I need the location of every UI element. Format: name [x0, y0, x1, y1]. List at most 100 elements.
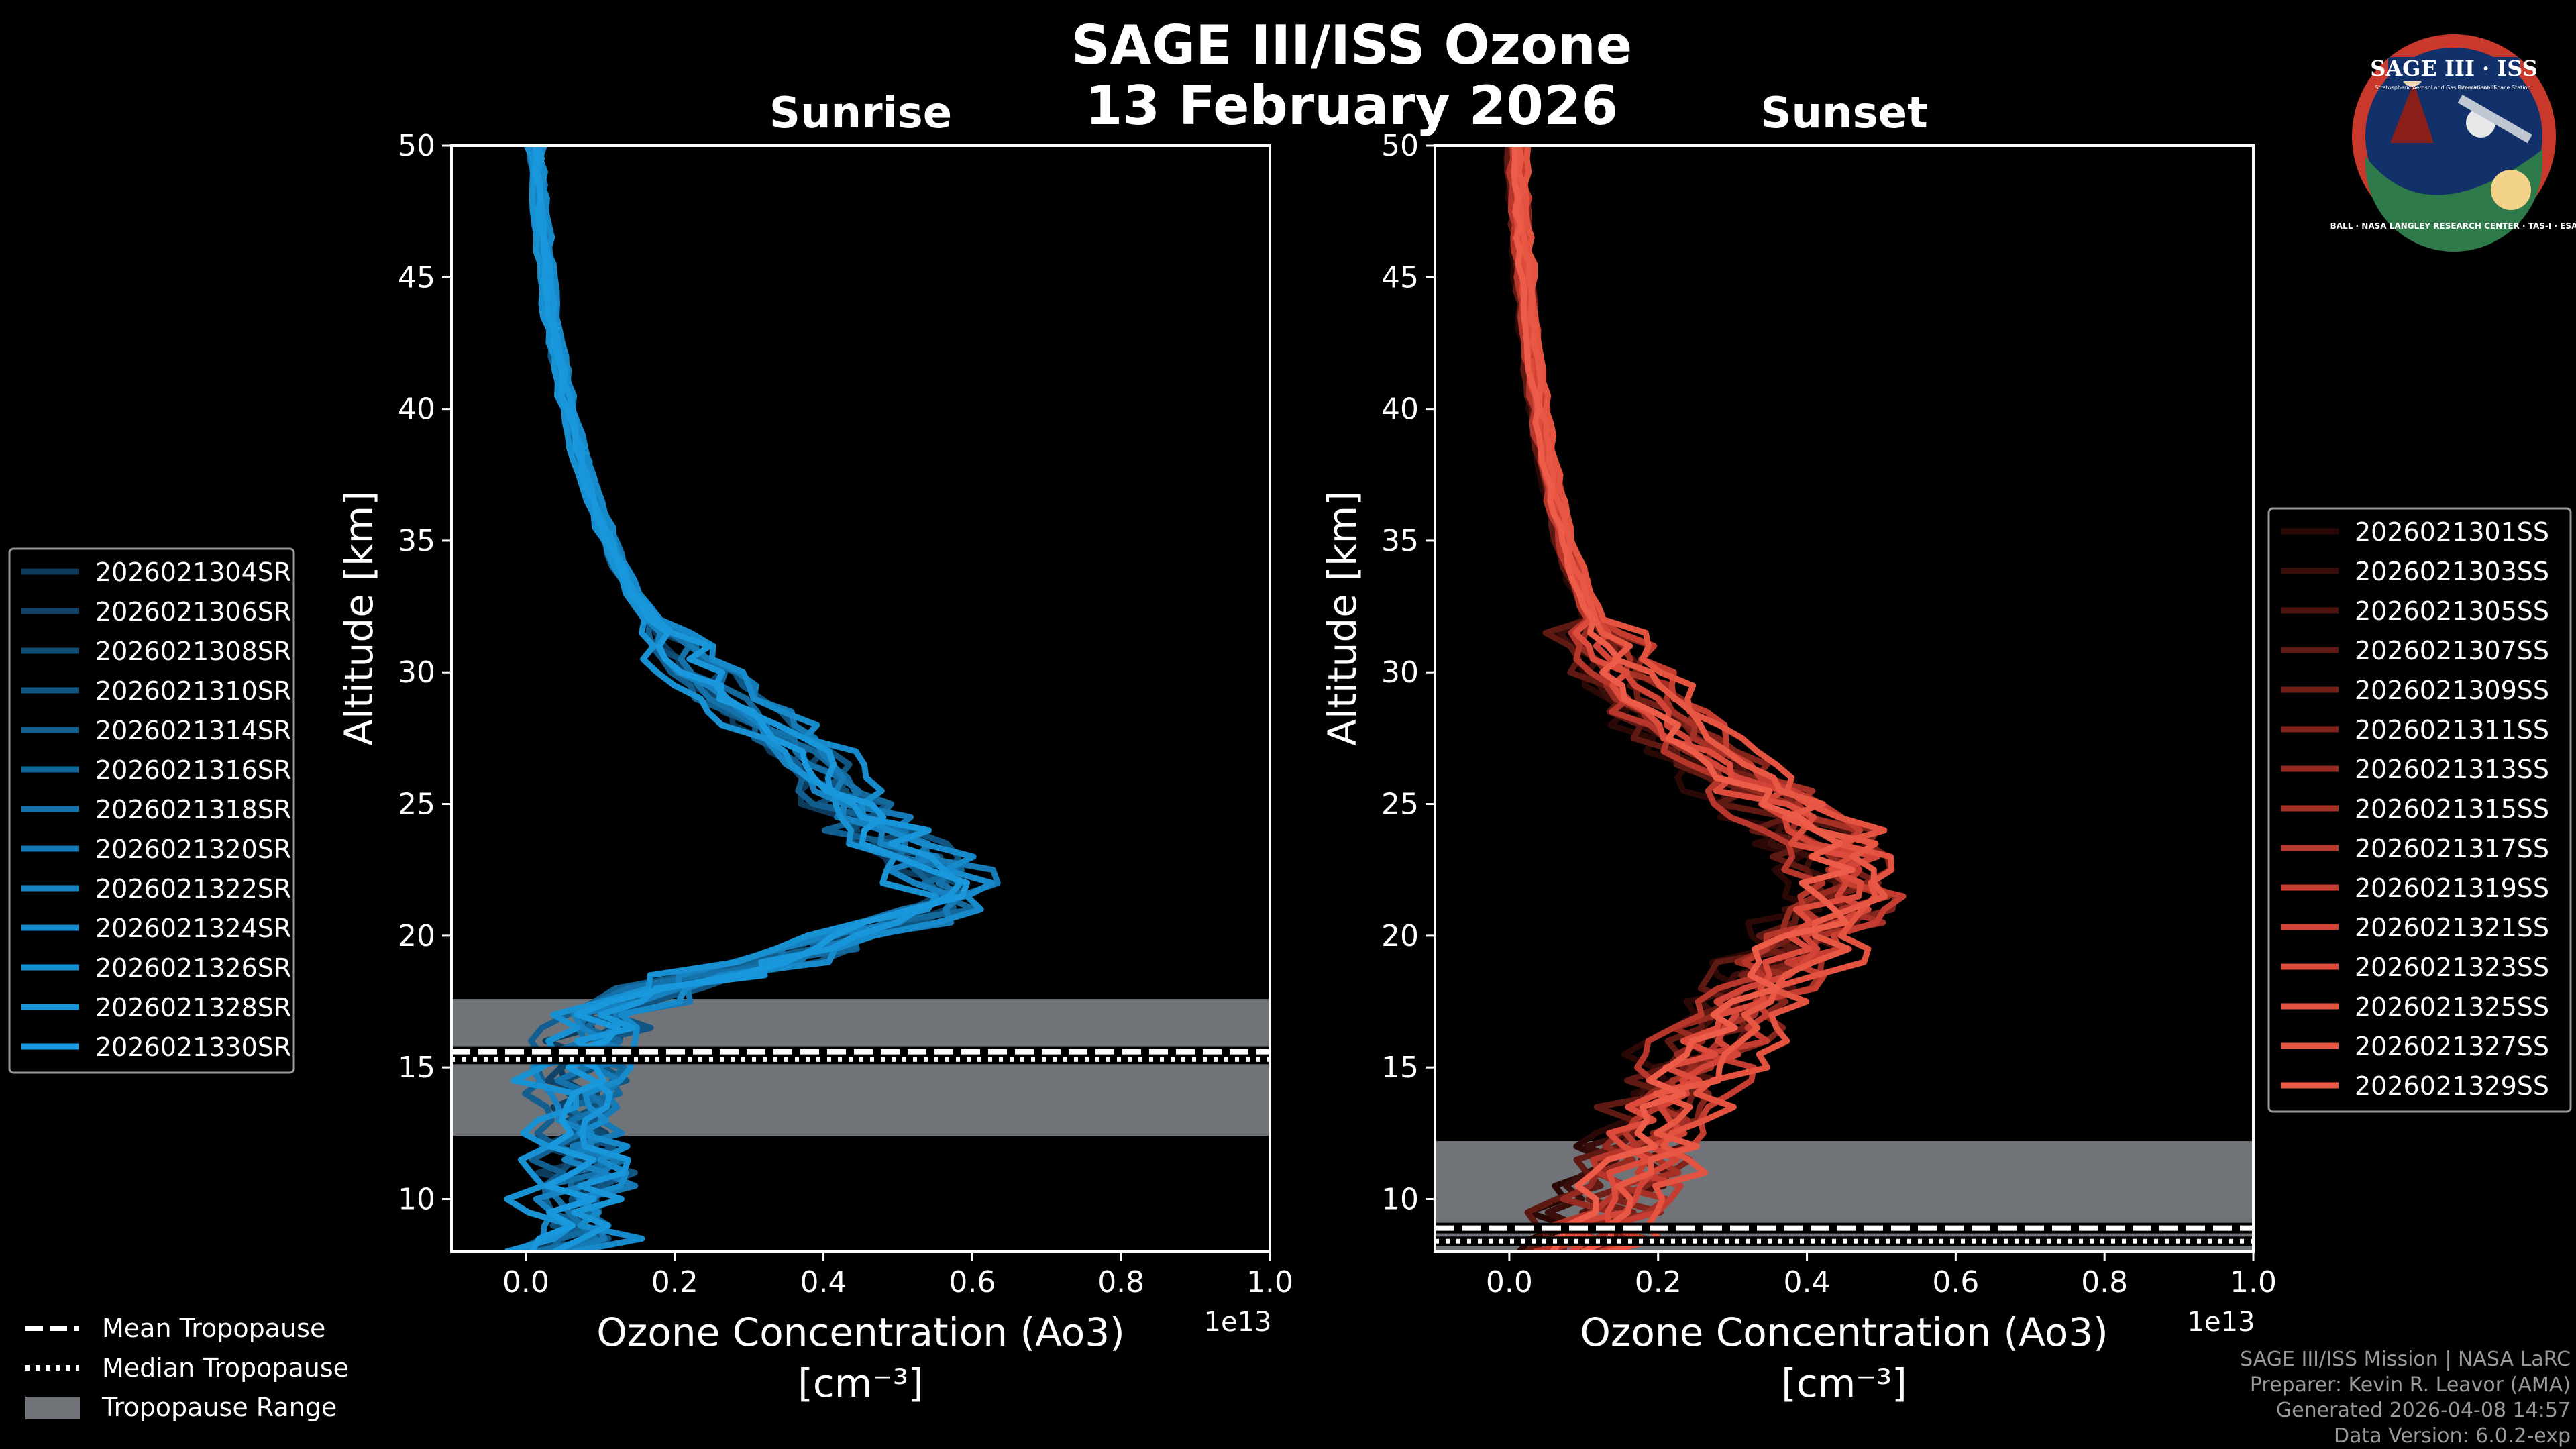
axes-frame [1434, 144, 2255, 1253]
tropopause-legend: Mean Tropopause Median Tropopause Tropop… [25, 1313, 349, 1422]
legend-entry-label: 2026021309SS [2355, 676, 2549, 705]
tropopause-range-label: Tropopause Range [101, 1393, 337, 1422]
footer-line-3: Generated 2026-04-08 14:57 [2276, 1399, 2571, 1422]
legend-frame [2267, 507, 2572, 1113]
series-line [1511, 146, 1856, 1252]
logo-subtitle-2: International Space Station [2458, 85, 2531, 91]
series-line [1515, 146, 1888, 1252]
x-axis-label: Ozone Concentration (Ao3) [1580, 1309, 2108, 1355]
y-tick-label: 30 [398, 655, 435, 690]
y-tick-label: 45 [398, 260, 435, 294]
x-tick-label: 0.8 [1097, 1265, 1144, 1299]
series-line [529, 146, 970, 1252]
x-axis-label: Ozone Concentration (Ao3) [596, 1309, 1125, 1355]
logo-subtitle-1: Stratospheric Aerosol and Gas Experiment… [2375, 85, 2495, 91]
series-line [504, 146, 939, 1252]
mission-logo: SAGE III · ISS Stratospheric Aerosol and… [2330, 34, 2576, 252]
legend-entry-label: 2026021316SR [95, 755, 291, 785]
x-tick-label: 1.0 [2230, 1265, 2277, 1299]
y-tick-label: 45 [1381, 260, 1419, 294]
legend-entry-label: 2026021322SR [95, 874, 291, 904]
legend-entry-label: 2026021330SR [95, 1032, 291, 1062]
y-tick-label: 35 [398, 524, 435, 558]
y-tick-label: 10 [398, 1182, 435, 1216]
y-tick-label: 10 [1381, 1182, 1419, 1216]
footer-line-2: Preparer: Kevin R. Leavor (AMA) [2250, 1373, 2571, 1397]
tropopause-range-swatch [25, 1397, 80, 1419]
x-tick-label: 0.0 [502, 1265, 549, 1299]
legend-entry-label: 2026021306SR [95, 597, 291, 627]
logo-sun-icon [2491, 170, 2531, 210]
legend-entry-label: 2026021304SR [95, 557, 291, 587]
x-tick-label: 0.8 [2081, 1265, 2128, 1299]
footer-credits: SAGE III/ISS Mission | NASA LaRC Prepare… [2240, 1348, 2571, 1448]
x-tick-label: 0.6 [1932, 1265, 1979, 1299]
logo-figure-icon [2390, 83, 2434, 143]
sunrise-legend: 2026021304SR 2026021306SR 2026021308SR 2026… [8, 547, 295, 1074]
legend-entry-label: 2026021329SS [2355, 1071, 2549, 1101]
legend-entry-label: 2026021326SR [95, 953, 291, 983]
x-tick-label: 0.2 [651, 1265, 698, 1299]
legend-entry-label: 2026021303SS [2355, 557, 2549, 586]
legend-entry-label: 2026021301SS [2355, 517, 2549, 547]
plot-area [1435, 146, 2253, 1252]
footer-line-4: Data Version: 6.0.2-exp [2334, 1424, 2571, 1448]
y-tick-label: 35 [1381, 524, 1419, 558]
panel-title: Sunrise [769, 89, 952, 138]
y-tick-label: 40 [1381, 392, 1419, 427]
legend-entry-label: 2026021325SS [2355, 992, 2549, 1022]
y-tick-label: 50 [398, 129, 435, 163]
series-line [537, 146, 996, 1252]
x-tick-label: 0.2 [1635, 1265, 1682, 1299]
legend-entry-label: 2026021320SR [95, 835, 291, 864]
y-tick-label: 20 [398, 919, 435, 953]
legend-entry-label: 2026021310SR [95, 676, 291, 706]
legend-entry-label: 2026021317SS [2355, 834, 2549, 863]
axes-frame [450, 144, 1271, 1253]
y-axis-label: Altitude [km] [336, 490, 382, 745]
legend-entry-label: 2026021311SS [2355, 715, 2549, 745]
x-axis-unit: [cm⁻³] [1781, 1360, 1907, 1406]
plot-area [451, 146, 1270, 1252]
legend-entry-label: 2026021313SS [2355, 755, 2549, 784]
x-scale-label: 1e13 [1204, 1307, 1272, 1338]
x-tick-label: 1.0 [1246, 1265, 1293, 1299]
mean-tropopause-label: Mean Tropopause [102, 1313, 325, 1343]
legend-frame [8, 547, 295, 1074]
logo-station-icon [2457, 95, 2532, 144]
sunset-panel: Sunset 0.0 0.2 0.4 0.6 0.8 1.0 10 15 20 25 30 35 40 45… [1320, 89, 2277, 1406]
x-tick-label: 0.0 [1486, 1265, 1533, 1299]
y-tick-label: 25 [1381, 788, 1419, 822]
x-tick-label: 0.6 [949, 1265, 996, 1299]
sunset-legend: 2026021301SS 2026021303SS 2026021305SS 2026… [2267, 507, 2572, 1113]
median-tropopause-label: Median Tropopause [102, 1353, 349, 1383]
y-axis-label: Altitude [km] [1320, 490, 1365, 745]
legend-entry-label: 2026021315SS [2355, 794, 2549, 824]
logo-banner [2388, 57, 2520, 81]
panel-title: Sunset [1760, 89, 1927, 138]
legend-entry-label: 2026021319SS [2355, 873, 2549, 903]
y-tick-label: 30 [1381, 655, 1419, 690]
logo-earth-icon [2365, 150, 2542, 252]
y-tick-label: 15 [1381, 1051, 1419, 1085]
y-tick-label: 15 [398, 1051, 435, 1085]
legend-entry-label: 2026021318SR [95, 795, 291, 824]
x-scale-label: 1e13 [2188, 1307, 2255, 1338]
y-tick-label: 50 [1381, 129, 1419, 163]
main-title-line1: SAGE III/ISS Ozone [1071, 14, 1632, 76]
x-tick-label: 0.4 [800, 1265, 847, 1299]
y-tick-label: 25 [398, 788, 435, 822]
legend-entry-label: 2026021323SS [2355, 953, 2549, 982]
legend-entry-label: 2026021321SS [2355, 913, 2549, 943]
legend-entry-label: 2026021308SR [95, 637, 291, 666]
logo-title: SAGE III · ISS [2370, 56, 2538, 81]
logo-ring-text: BALL · NASA LANGLEY RESEARCH CENTER · TA… [2330, 221, 2576, 231]
main-title-line2: 13 February 2026 [1085, 74, 1619, 137]
x-axis-unit: [cm⁻³] [798, 1360, 924, 1406]
y-tick-label: 20 [1381, 919, 1419, 953]
x-tick-label: 0.4 [1784, 1265, 1831, 1299]
legend-entry-label: 2026021327SS [2355, 1032, 2549, 1061]
legend-entry-label: 2026021324SR [95, 914, 291, 943]
footer-line-1: SAGE III/ISS Mission | NASA LaRC [2240, 1348, 2571, 1371]
